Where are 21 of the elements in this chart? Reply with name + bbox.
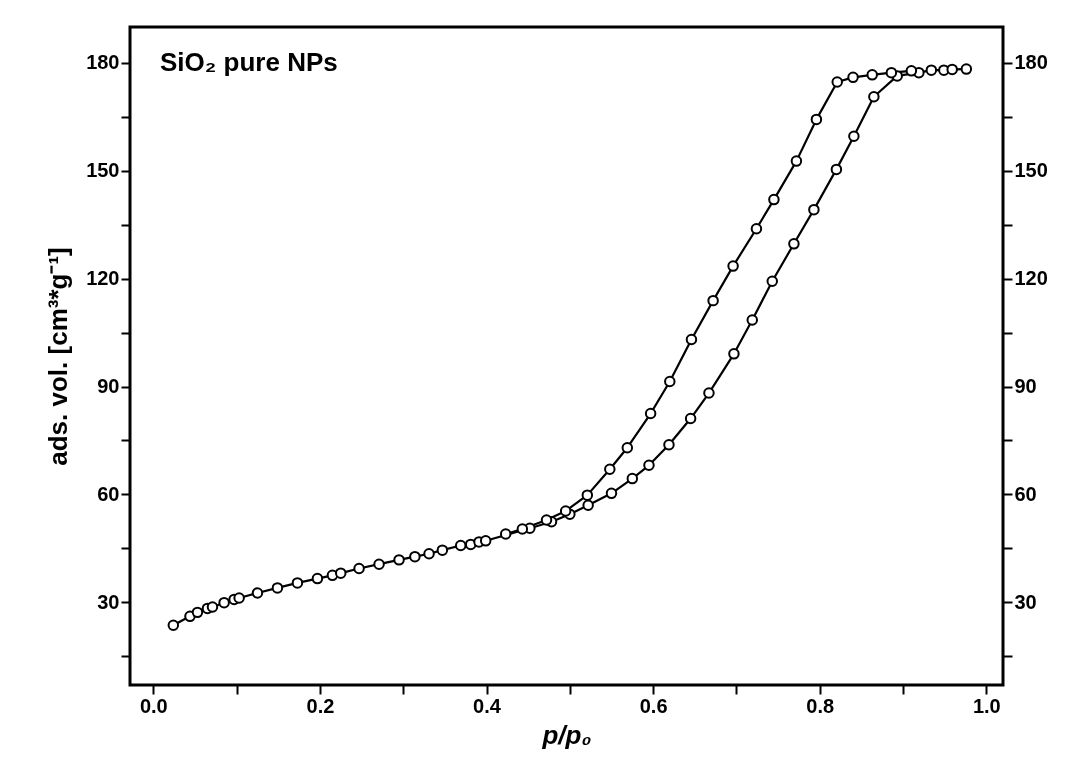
x-tick-label: 0.6 xyxy=(639,694,668,717)
y2-tick-label: 150 xyxy=(1014,159,1048,182)
x-tick-label: 0.4 xyxy=(473,694,502,717)
x-tick-label: 1.0 xyxy=(972,694,1001,717)
x-tick-label: 0.0 xyxy=(139,694,168,717)
x-tick-label: 0.8 xyxy=(806,694,835,717)
y-tick-label: 180 xyxy=(86,51,120,74)
y-tick-label: 150 xyxy=(86,159,120,182)
x-tick-label: 0.2 xyxy=(306,694,335,717)
y-axis-title: ads. vol. [cm³*g⁻¹] xyxy=(43,247,74,466)
x-axis-title: p/p₀ xyxy=(541,719,592,750)
y2-tick-label: 30 xyxy=(1014,590,1037,613)
y2-tick-label: 180 xyxy=(1014,51,1048,74)
y2-tick-label: 90 xyxy=(1014,375,1037,398)
y-tick-label: 90 xyxy=(97,375,120,398)
y-tick-label: 60 xyxy=(97,482,120,505)
text: SiO₂ pure NPs xyxy=(160,47,338,77)
y-tick-label: 120 xyxy=(86,267,120,290)
y2-tick-label: 120 xyxy=(1014,267,1048,290)
y-tick-label: 30 xyxy=(97,590,120,613)
y2-tick-label: 60 xyxy=(1014,482,1037,505)
